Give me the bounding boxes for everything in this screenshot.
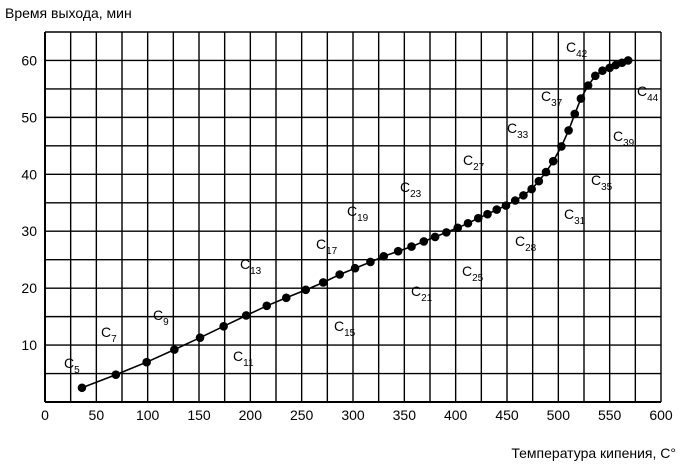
annotation-label: C28 — [515, 233, 537, 254]
x-tick-label: 600 — [649, 407, 673, 423]
x-tick-label: 100 — [136, 407, 160, 423]
x-tick-label: 350 — [393, 407, 417, 423]
annotation-label: C27 — [463, 152, 485, 173]
data-point — [195, 333, 205, 342]
data-point — [393, 246, 403, 256]
data-point — [335, 270, 344, 279]
data-point — [548, 156, 558, 166]
data-point — [281, 293, 291, 303]
annotation-label: C17 — [316, 236, 338, 257]
x-tick-label: 500 — [547, 407, 571, 423]
x-tick-label: 450 — [495, 407, 519, 423]
data-point — [557, 142, 566, 151]
y-tick-label: 60 — [21, 52, 37, 68]
annotation-label: C31 — [564, 206, 586, 227]
data-point — [407, 242, 416, 251]
data-point — [419, 237, 429, 246]
data-point — [473, 213, 483, 223]
data-point — [219, 321, 228, 331]
data-point — [570, 109, 580, 119]
annotation-label: C19 — [347, 203, 369, 224]
annotation-label: C5 — [64, 355, 80, 376]
annotation-label: C42 — [566, 39, 588, 60]
data-point — [350, 263, 360, 273]
annotation-label: C9 — [153, 307, 169, 328]
annotations-group: C5C7C9C11C13C15C17C19C21C23C25C27C28C31C… — [64, 39, 659, 376]
annotation-label: C21 — [411, 283, 433, 304]
y-axis-label: Время выхода, мин — [5, 5, 132, 21]
data-point — [541, 167, 551, 177]
data-point — [111, 370, 121, 379]
data-point — [301, 285, 311, 295]
data-point — [501, 201, 511, 210]
annotation-label: C7 — [101, 324, 117, 345]
data-point — [77, 383, 87, 393]
y-tick-label: 40 — [21, 166, 37, 182]
x-axis-label: Температура кипения, С° — [511, 445, 676, 461]
data-point — [492, 205, 502, 214]
x-tick-label: 550 — [598, 407, 622, 423]
annotation-label: C39 — [613, 128, 635, 149]
tick-labels: 0 50 100 150 200 250 300 350 400 450 500 550 600 10 20… — [21, 52, 672, 423]
data-point — [534, 176, 544, 186]
data-point — [463, 218, 473, 228]
x-tick-label: 0 — [41, 407, 49, 423]
y-tick-label: 20 — [21, 280, 37, 296]
data-point — [510, 196, 520, 205]
data-point — [142, 357, 151, 367]
data-point — [430, 232, 440, 242]
annotation-label: C13 — [240, 256, 262, 277]
x-tick-label: 250 — [290, 407, 314, 423]
series-group — [77, 56, 633, 393]
data-point — [241, 311, 251, 320]
data-point — [576, 94, 586, 103]
data-point — [583, 81, 593, 90]
data-point — [170, 345, 179, 354]
data-point — [453, 223, 463, 233]
annotation-label: C25 — [462, 263, 484, 284]
x-tick-label: 300 — [341, 407, 365, 423]
data-point — [262, 301, 272, 311]
y-tick-label: 10 — [21, 337, 37, 353]
data-point — [483, 209, 492, 219]
data-point — [598, 66, 607, 76]
annotation-label: C33 — [507, 120, 529, 141]
data-point — [379, 251, 389, 261]
y-tick-label: 30 — [21, 223, 37, 239]
data-point — [318, 278, 328, 287]
x-tick-label: 400 — [444, 407, 468, 423]
annotation-label: C35 — [591, 172, 613, 193]
annotation-label: C37 — [541, 88, 563, 109]
annotation-label: C23 — [400, 179, 422, 200]
annotation-label: C15 — [334, 318, 356, 339]
annotation-label: C44 — [637, 83, 659, 104]
data-point — [366, 257, 375, 267]
data-point — [527, 184, 536, 194]
grid — [44, 31, 662, 403]
data-point — [564, 126, 573, 135]
data-point — [623, 56, 633, 65]
data-point — [442, 228, 451, 237]
x-tick-label: 200 — [239, 407, 263, 423]
y-tick-label: 50 — [21, 109, 37, 125]
annotation-label: C11 — [233, 348, 254, 369]
data-point — [519, 191, 528, 200]
x-tick-label: 150 — [187, 407, 211, 423]
x-tick-label: 50 — [89, 407, 105, 423]
data-point — [590, 71, 600, 81]
